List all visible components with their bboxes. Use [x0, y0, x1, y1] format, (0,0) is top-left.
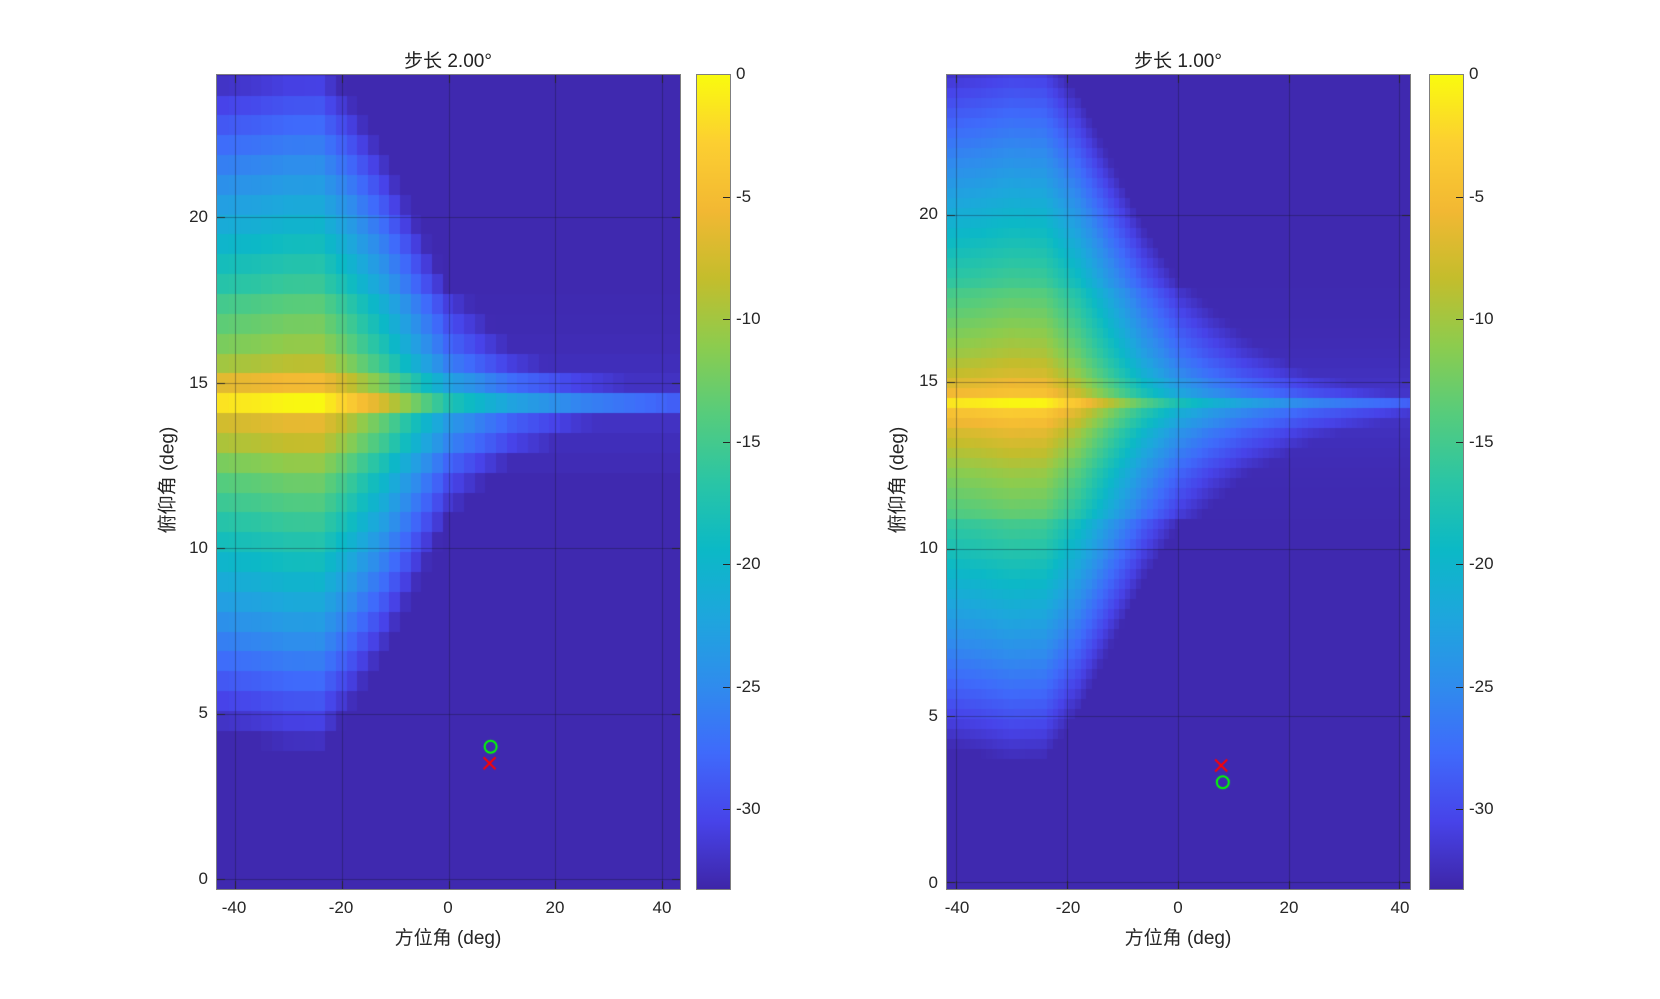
x-tick: 20 [1279, 898, 1299, 917]
x-tick: -20 [328, 898, 354, 917]
colorbar-tick [1456, 442, 1463, 443]
x-axis-label: 方位角 (deg) [394, 928, 502, 949]
y-tick: 20 [189, 207, 208, 226]
heatmap-canvas [947, 75, 1410, 889]
y-tick: 15 [919, 371, 938, 390]
colorbar-tick [723, 809, 730, 810]
x-tick: 40 [652, 898, 672, 917]
colorbar-tick-label: 0 [1469, 64, 1479, 83]
colorbar-tick [723, 687, 730, 688]
x-tick: -40 [221, 898, 247, 917]
y-tick: 5 [198, 703, 208, 722]
colorbar-tick [1456, 687, 1463, 688]
colorbar-tick [1456, 319, 1463, 320]
x-tick: -40 [944, 898, 970, 917]
colorbar-tick-label: -5 [1469, 187, 1485, 206]
colorbar-tick [1456, 809, 1463, 810]
colorbar-tick-label: -20 [1469, 554, 1494, 573]
y-tick: 5 [928, 706, 938, 725]
colorbar-tick [1456, 564, 1463, 565]
x-tick: 0 [443, 898, 453, 917]
y-tick: 20 [919, 204, 938, 223]
x-tick: 0 [1173, 898, 1183, 917]
colorbar [1429, 74, 1464, 890]
colorbar-tick [1456, 197, 1463, 198]
y-tick: 15 [189, 373, 208, 392]
x-tick: -20 [1055, 898, 1081, 917]
colorbar-tick-label: -5 [736, 187, 752, 206]
colorbar-tick-label: 0 [736, 64, 746, 83]
colorbar-tick-label: -20 [736, 554, 761, 573]
colorbar [696, 74, 731, 890]
heatmap-axes[interactable] [216, 74, 681, 890]
colorbar-tick-label: -10 [736, 309, 761, 328]
y-axis-label: 俯仰角 (deg) [887, 426, 909, 534]
colorbar-tick-label: -15 [736, 432, 761, 451]
x-tick: 40 [1390, 898, 1410, 917]
colorbar-tick-label: -25 [736, 677, 761, 696]
colorbar-tick-label: -10 [1469, 309, 1494, 328]
y-tick: 10 [189, 538, 208, 557]
x-axis-label: 方位角 (deg) [1124, 928, 1232, 949]
x-tick: 20 [545, 898, 565, 917]
heatmap-axes[interactable] [946, 74, 1411, 890]
plot-title: 步长 2.00° [404, 51, 492, 72]
colorbar-tick-label: -30 [1469, 799, 1494, 818]
y-axis-label: 俯仰角 (deg) [157, 426, 179, 534]
y-tick: 0 [928, 873, 938, 892]
y-tick: 10 [919, 538, 938, 557]
colorbar-tick-label: -15 [1469, 432, 1494, 451]
colorbar-tick [723, 319, 730, 320]
colorbar-tick [723, 197, 730, 198]
colorbar-tick [723, 442, 730, 443]
colorbar-tick-label: -30 [736, 799, 761, 818]
heatmap-canvas [217, 75, 680, 889]
y-tick: 0 [198, 869, 208, 888]
colorbar-tick [723, 564, 730, 565]
plot-title: 步长 1.00° [1134, 51, 1222, 72]
colorbar-tick-label: -25 [1469, 677, 1494, 696]
